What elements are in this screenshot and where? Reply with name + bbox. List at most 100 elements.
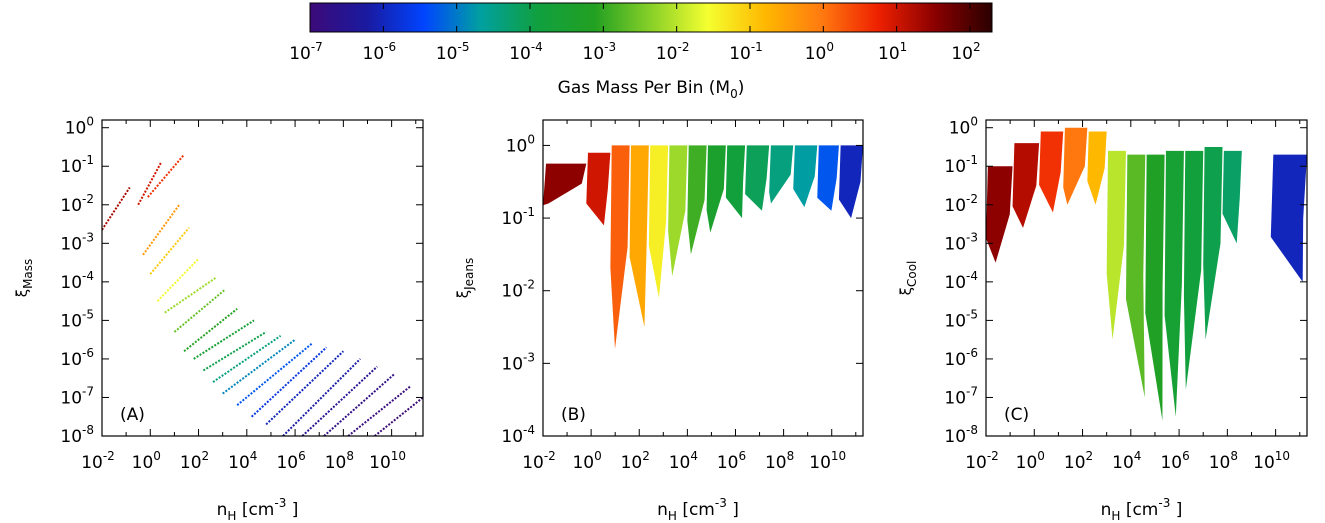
y-tick-label: 10-2 [60,192,94,216]
data-streak [147,154,185,198]
x-tick-label: 102 [621,449,650,473]
x-tick-label: 108 [1209,449,1238,473]
density-band [1012,143,1040,228]
y-axis-label: ξCool [897,261,919,296]
data-streak [301,365,378,436]
density-band [706,145,726,233]
x-tick-label: 106 [717,449,746,473]
y-tick-label: 10-5 [944,307,978,331]
density-band [1203,146,1223,340]
data-streak [102,186,131,231]
y-tick-label: 10-7 [944,384,978,408]
y-tick-label: 10-5 [60,307,94,331]
density-band [1039,131,1064,213]
y-tick-label: 10-3 [60,230,94,254]
x-axis-label: nH [cm-3 ] [657,496,739,523]
y-tick-label: 100 [65,115,94,139]
x-tick-label: 106 [276,449,305,473]
x-axis-label: nH [cm-3 ] [217,496,299,523]
x-tick-label: 1010 [809,449,846,473]
colorbar-tick-label: 10-5 [436,40,470,64]
x-tick-label: 100 [572,449,601,473]
colorbar-tick-label: 10-3 [583,40,617,64]
y-tick-label: 100 [506,132,535,156]
density-band [745,145,770,211]
y-tick-label: 10-8 [944,423,978,447]
x-tick-label: 100 [132,449,161,473]
panel-label: (B) [561,405,586,425]
colorbar-tick-label: 10-4 [509,40,543,64]
colorbar: 10-7 10-6 10-5 10-4 10-3 10-2 10-1 100 101 102 Ga… [289,2,993,101]
density-band [986,166,1013,263]
x-axis-label: nH [cm-3 ] [1101,496,1183,523]
density-band [1222,150,1242,244]
colorbar-tick-label: 10-6 [363,40,397,64]
density-band [668,145,688,277]
density-band [1164,150,1184,417]
density-band [687,145,707,255]
density-band [769,145,794,204]
data-streak [156,258,200,302]
density-band [725,145,746,219]
data-streak [183,308,238,353]
data-streak [323,373,395,436]
density-band [648,145,669,298]
x-tick-label: 104 [228,449,257,473]
colorbar-tick-label: 102 [951,40,980,64]
data-streak [265,350,345,426]
density-band [1106,150,1126,340]
y-tick-label: 10-1 [501,205,535,229]
panel-label: (A) [120,405,145,425]
colorbar-tick-label: 101 [878,40,907,64]
density-band [1063,127,1088,205]
x-tick-label: 102 [180,449,209,473]
y-tick-label: 10-6 [60,346,94,370]
x-tick-label: 106 [1160,449,1189,473]
density-band [793,145,818,208]
x-tick-label: 104 [1112,449,1141,473]
density-band [1183,150,1204,390]
y-tick-label: 100 [949,115,978,139]
density-band [1087,131,1107,205]
axes-frame [101,119,424,437]
panel-b: 10-2 100 102 104 106 108 1010 10-4 10-3 10-2 10-1 1… [454,119,864,523]
colorbar-tick-label: 100 [805,40,834,64]
density-band [1125,154,1146,398]
y-tick-label: 10-2 [501,278,535,302]
data-streak [347,385,412,436]
y-tick-label: 10-2 [944,192,978,216]
x-tick-label: 102 [1064,449,1093,473]
colorbar-ticks: 10-7 10-6 10-5 10-4 10-3 10-2 10-1 100 101 102 [289,3,981,64]
density-band [1145,154,1165,421]
data-streak [164,277,217,314]
panel-a: 10-2 100 102 104 106 108 1010 10-8 10-7 10-6 10-5 1… [13,115,424,523]
y-tick-label: 10-7 [60,384,94,408]
data-streak [149,227,190,275]
x-tick-label: 1010 [369,449,406,473]
density-band [1270,154,1307,282]
x-tick-label: 108 [765,449,794,473]
data-streak [202,331,267,372]
colorbar-label: Gas Mass Per Bin (M0) [558,78,745,101]
density-band [586,152,611,226]
y-tick-label: 10-1 [944,153,978,177]
panel-label: (C) [1004,405,1029,425]
x-tick-label: 100 [1016,449,1045,473]
x-tick-label: 104 [669,449,698,473]
y-tick-label: 10-1 [60,153,94,177]
data-streak [236,342,313,406]
colorbar-tick-label: 10-7 [289,40,323,64]
density-band [817,145,839,211]
density-band [629,145,649,328]
y-tick-label: 10-6 [944,346,978,370]
x-tick-label: 108 [325,449,354,473]
y-axis-label: ξJeans [454,258,476,299]
data-streak [212,334,282,383]
data-streak [193,319,255,360]
x-tick-label: 1010 [1253,449,1290,473]
plot-area [102,154,423,436]
density-band [543,163,587,206]
axes-frame [985,119,1308,437]
y-tick-label: 10-4 [501,423,535,447]
